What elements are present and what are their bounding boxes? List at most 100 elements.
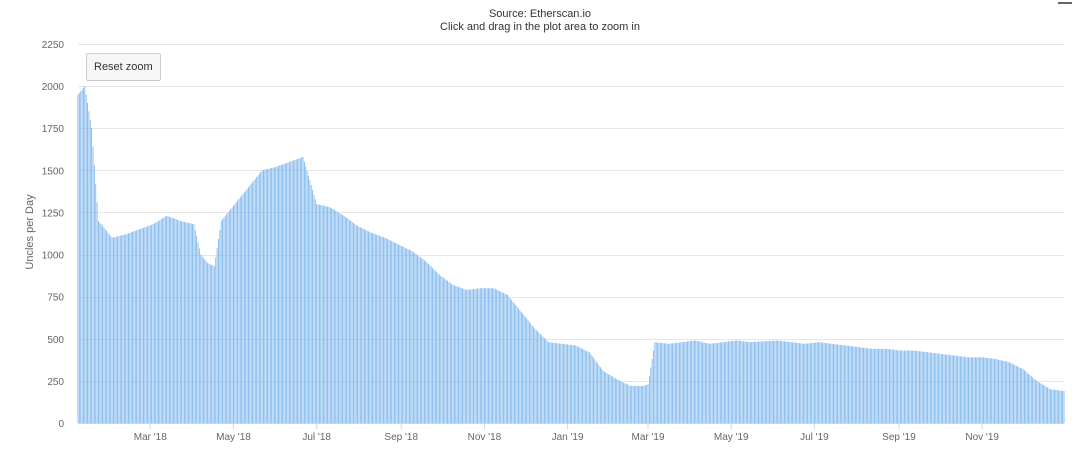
bar <box>1058 390 1059 423</box>
bar <box>138 229 140 423</box>
bar <box>407 249 409 423</box>
bar <box>363 229 365 423</box>
bar <box>1017 366 1019 423</box>
bar <box>733 340 735 423</box>
bar <box>437 273 439 423</box>
bar <box>820 342 822 423</box>
bar <box>413 252 414 423</box>
bar <box>597 363 599 423</box>
bar <box>455 285 457 423</box>
bar <box>93 165 95 423</box>
axes: 0 250 500 750 1000 1250 1500 1750 2000 2250 Mar '1… <box>42 40 1000 443</box>
bar <box>89 119 91 424</box>
bar <box>456 286 458 423</box>
bar <box>434 270 436 423</box>
bar <box>211 265 213 423</box>
bar <box>769 340 770 423</box>
bar <box>359 227 361 423</box>
bar <box>396 243 398 423</box>
bar <box>1004 361 1006 423</box>
bar <box>353 222 354 423</box>
y-tick-label: 1250 <box>42 208 65 219</box>
bar <box>335 210 337 423</box>
bar <box>248 187 249 423</box>
bar <box>904 350 905 423</box>
bar <box>556 343 558 423</box>
bar <box>1037 381 1039 423</box>
bar <box>629 385 631 423</box>
bar <box>715 342 717 423</box>
bar <box>1021 368 1023 423</box>
bar <box>654 342 656 423</box>
bar <box>508 296 510 423</box>
bar <box>879 348 881 423</box>
bar <box>477 288 479 423</box>
bar <box>518 308 519 423</box>
y-tick-label: 750 <box>47 293 64 304</box>
bar <box>655 342 657 423</box>
bar <box>391 241 393 423</box>
bar <box>568 344 570 423</box>
bar <box>464 289 466 423</box>
bar <box>999 360 1001 423</box>
bar <box>189 223 191 423</box>
bar <box>343 215 345 423</box>
bar <box>831 343 833 423</box>
bar <box>293 160 294 423</box>
bar <box>781 340 783 423</box>
bar <box>215 257 217 423</box>
bar <box>883 348 885 423</box>
bar <box>587 351 589 423</box>
bar <box>481 288 483 423</box>
bar <box>954 355 956 423</box>
bar <box>246 188 248 423</box>
bar <box>563 344 564 423</box>
bar <box>1034 379 1036 423</box>
hamburger-menu-icon[interactable] <box>1058 0 1072 6</box>
bar <box>1045 386 1047 423</box>
bar <box>275 166 277 423</box>
bar <box>83 87 84 424</box>
bar <box>942 354 944 423</box>
bar <box>811 342 813 423</box>
bar <box>257 175 259 423</box>
bar <box>309 180 311 423</box>
bar <box>414 253 416 423</box>
bar <box>824 342 826 423</box>
bar <box>256 177 258 423</box>
bar <box>998 359 999 423</box>
bar <box>524 316 526 423</box>
bar <box>463 288 465 423</box>
reset-zoom-button[interactable]: Reset zoom <box>86 53 161 81</box>
bar <box>758 341 759 423</box>
x-tick-label: May '19 <box>714 432 749 443</box>
bar <box>291 160 293 423</box>
bar <box>312 189 313 423</box>
bar <box>980 357 982 423</box>
bar <box>354 223 356 423</box>
bar <box>223 217 225 423</box>
bar <box>468 289 470 423</box>
bar <box>561 343 563 423</box>
bar <box>265 169 267 423</box>
bar <box>792 342 794 423</box>
bar <box>610 375 612 423</box>
bar <box>340 214 342 423</box>
bar <box>496 289 498 423</box>
bar <box>770 340 772 423</box>
bar <box>950 355 952 423</box>
bar <box>549 342 551 423</box>
bar <box>687 341 689 423</box>
bar <box>423 260 425 423</box>
bar <box>931 352 933 423</box>
bar <box>628 385 630 423</box>
bar <box>916 350 918 423</box>
bar <box>771 340 773 423</box>
bar <box>493 288 495 423</box>
bar <box>392 241 394 423</box>
bar <box>940 353 942 423</box>
bar <box>623 382 624 423</box>
x-tick-label: Jan '19 <box>552 432 584 443</box>
bar <box>779 340 781 423</box>
